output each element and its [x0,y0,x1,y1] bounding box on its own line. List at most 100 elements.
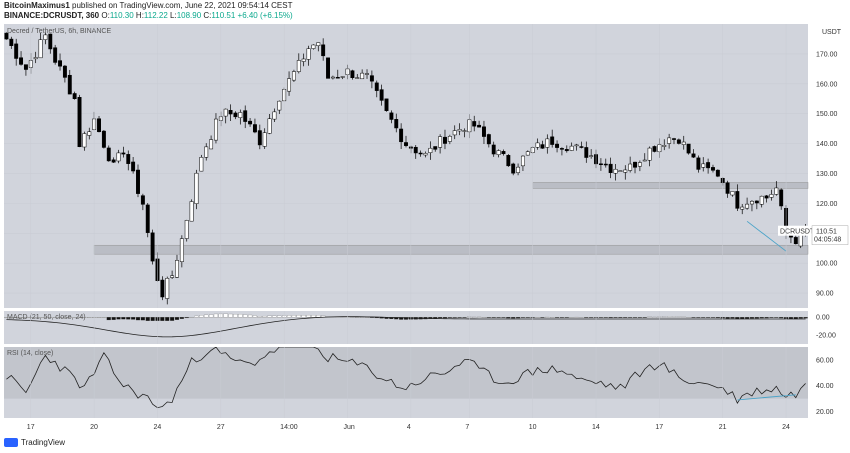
time-tick-label: 17 [655,424,663,431]
candle-body [4,32,9,40]
price-chart[interactable]: 90.00100.00110.00120.00130.00140.00150.0… [0,22,850,432]
last-price-symbol: DCRUSDT [780,229,815,236]
last-price-value: 110.51 [816,229,837,236]
macd-histogram-bar [584,317,589,318]
candle-body [228,110,233,115]
macd-histogram-bar [706,317,711,318]
published-text: published on TradingView.com, June 22, 2… [72,1,293,10]
candle-body [418,152,423,155]
candle-body [764,195,769,199]
macd-histogram-bar [438,317,443,319]
macd-histogram-bar [199,315,204,318]
macd-histogram-bar [277,315,282,318]
candle-body [603,163,608,166]
candle-body [628,163,633,171]
macd-histogram-bar [403,317,409,320]
candle-body [291,71,296,81]
candle-body [136,169,140,194]
candle-body [179,238,184,262]
candle-body [540,144,545,149]
macd-histogram-bar [632,317,638,318]
publisher-name[interactable]: BitcoinMaximus1 [4,1,70,10]
candle-body [598,163,603,166]
candle-body [735,191,740,209]
candle-body [559,148,564,150]
macd-histogram-bar [798,317,803,319]
macd-tick-label: 0.00 [816,315,830,322]
macd-histogram-bar [647,316,652,318]
candle-body [725,182,730,194]
candle-body [194,172,199,204]
candle-body [360,72,365,80]
macd-histogram-bar [618,317,623,318]
macd-histogram-bar [608,317,613,319]
macd-histogram-bar [145,317,150,321]
macd-histogram-bar [613,317,618,318]
rsi-pane-title: RSI (14, close) [7,350,53,357]
macd-histogram-bar [569,317,574,318]
macd-histogram-bar [564,317,569,318]
candle-body [404,142,408,146]
macd-histogram-bar [501,317,506,318]
macd-histogram-bar [637,317,642,318]
candle-body [618,170,623,172]
footer: TradingView [4,438,65,447]
macd-histogram-bar [364,317,370,318]
macd-histogram-bar [121,317,126,320]
macd-histogram-bar [686,317,691,318]
candle-body [477,124,482,128]
macd-histogram-bar [150,317,155,321]
macd-histogram-bar [355,317,360,318]
candle-body [184,220,189,239]
candle-body [637,162,642,167]
candle-body [696,157,701,170]
candle-body [633,161,637,168]
macd-histogram-bar [540,317,545,318]
macd-histogram-bar [715,317,720,319]
candle-body [486,134,491,145]
time-tick-label: 14:00 [280,424,298,431]
macd-histogram-bar [160,317,165,321]
macd-histogram-bar [745,317,750,319]
macd-histogram-bar [447,317,452,318]
macd-histogram-bar [764,317,769,319]
macd-histogram-bar [589,317,594,318]
time-tick-label: 10 [529,424,537,431]
macd-histogram-bar [179,317,184,319]
candle-body [145,204,150,233]
candle-body [496,150,501,155]
macd-histogram-bar [511,317,516,319]
candle-body [48,33,53,50]
symbol-label[interactable]: BINANCE:DCRUSDT, 360 [4,11,100,20]
time-tick-label: 14 [592,424,600,431]
price-divergence-line [746,220,787,252]
footer-brand[interactable]: TradingView [21,438,66,447]
candle-body [189,201,194,222]
candle-body [335,76,340,79]
macd-histogram-bar [135,317,141,321]
macd-histogram-bar [204,314,209,318]
macd-histogram-bar [189,317,194,318]
candle-body [131,161,136,172]
candle-body [779,189,784,207]
macd-histogram-bar [652,316,657,318]
publish-line: BitcoinMaximus1 published on TradingView… [4,1,292,10]
candle-body [457,129,462,132]
macd-histogram-bar [696,317,701,318]
price-tick-label: 100.00 [816,261,838,268]
candle-body [647,147,652,161]
macd-histogram-bar [209,314,214,318]
macd-pane-bg [4,311,808,344]
macd-histogram-bar [457,317,462,318]
candle-body [9,38,14,46]
candle-body [287,78,292,92]
candle-body [438,136,443,148]
macd-histogram-bar [710,317,716,318]
candle-body [272,111,277,120]
macd-histogram-bar [223,313,228,318]
macd-histogram-bar [126,317,131,320]
price-pane-title: Decred / TetherUS, 6h, BINANCE [7,28,111,35]
candle-body [43,34,48,40]
candle-body [667,137,672,144]
l-label: L: [170,11,177,20]
